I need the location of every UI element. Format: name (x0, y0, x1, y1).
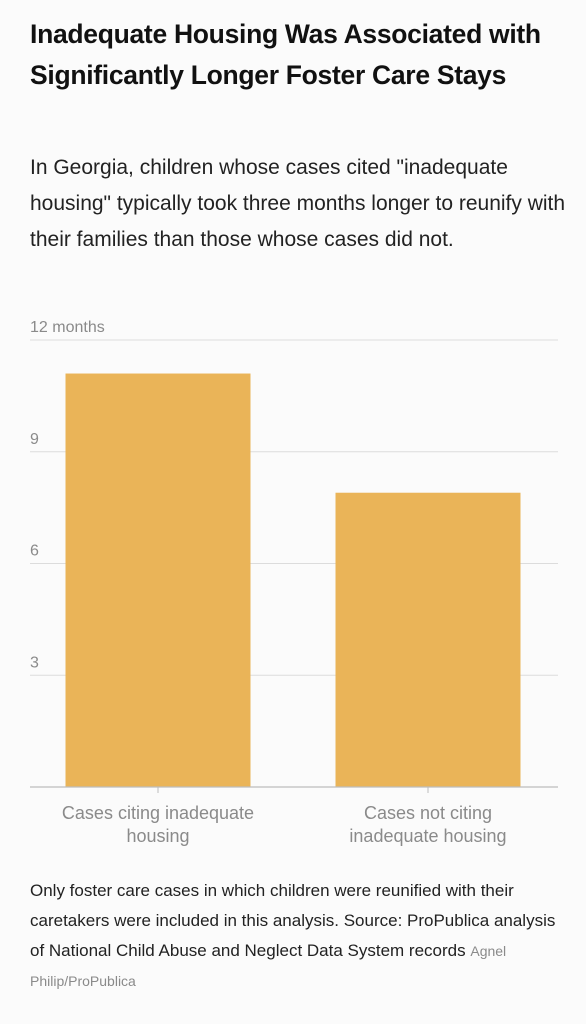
bar-chart: 3 6 9 12 months Cases citing inadequate housi… (30, 319, 558, 846)
y-tick-label: 12 months (30, 319, 105, 336)
x-tick-label-line: inadequate housing (349, 826, 506, 846)
chart-subtitle: In Georgia, children whose cases cited "… (30, 156, 566, 251)
y-tick-label: 6 (30, 543, 39, 560)
note-text: Only foster care cases in which children… (30, 881, 556, 960)
x-tick-label-line: Cases citing inadequate (62, 803, 254, 823)
x-tick-label-line: Cases not citing (364, 803, 492, 823)
y-tick-label: 3 (30, 654, 39, 671)
chart-note: Only foster care cases in which children… (30, 876, 570, 996)
x-tick-label: Cases citing inadequate housing (62, 803, 254, 846)
bar (65, 373, 251, 787)
x-tick-label-line: housing (126, 826, 189, 846)
x-tick-label: Cases not citing inadequate housing (349, 803, 506, 846)
bar (335, 492, 521, 787)
credit-text: Agnel Philip/ProPublica (30, 943, 507, 989)
y-tick-label: 9 (30, 431, 39, 448)
chart-title: Inadequate Housing Was Associated with S… (30, 19, 541, 90)
